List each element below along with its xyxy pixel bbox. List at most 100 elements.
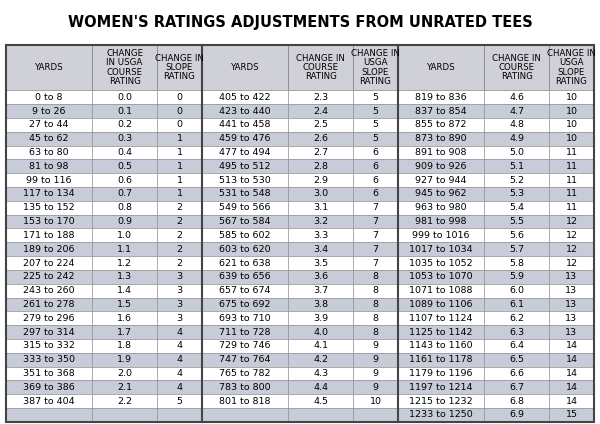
Bar xyxy=(484,118,549,132)
Text: 495 to 512: 495 to 512 xyxy=(220,162,271,171)
Text: 117 to 134: 117 to 134 xyxy=(23,190,75,198)
Text: 3: 3 xyxy=(176,314,182,323)
Text: 477 to 494: 477 to 494 xyxy=(220,148,271,157)
Text: 5.5: 5.5 xyxy=(509,217,524,226)
Text: 297 to 314: 297 to 314 xyxy=(23,328,75,337)
Bar xyxy=(353,173,398,187)
Bar xyxy=(157,229,202,242)
Text: 8: 8 xyxy=(373,328,379,337)
Bar xyxy=(398,325,484,339)
Text: 4.0: 4.0 xyxy=(313,328,328,337)
Text: 3.7: 3.7 xyxy=(313,286,328,295)
Bar xyxy=(288,90,353,104)
Text: CHANGE
IN USGA
COURSE
RATING: CHANGE IN USGA COURSE RATING xyxy=(106,49,143,86)
Text: 1.3: 1.3 xyxy=(117,272,132,281)
Bar xyxy=(398,270,484,284)
Text: 3.3: 3.3 xyxy=(313,231,328,240)
Bar xyxy=(398,215,484,229)
Bar xyxy=(202,229,288,242)
Bar xyxy=(92,353,157,367)
Text: 5: 5 xyxy=(373,120,379,129)
Text: 459 to 476: 459 to 476 xyxy=(220,134,271,143)
Bar xyxy=(353,229,398,242)
Bar xyxy=(202,380,288,394)
Text: 567 to 584: 567 to 584 xyxy=(220,217,271,226)
Bar xyxy=(398,367,484,380)
Text: 153 to 170: 153 to 170 xyxy=(23,217,75,226)
Bar xyxy=(6,298,92,311)
Text: 6.5: 6.5 xyxy=(509,355,524,364)
Bar xyxy=(288,159,353,173)
Bar xyxy=(484,104,549,118)
Text: 225 to 242: 225 to 242 xyxy=(23,272,75,281)
Text: 11: 11 xyxy=(565,162,577,171)
Bar xyxy=(484,380,549,394)
Text: CHANGE IN
SLOPE
RATING: CHANGE IN SLOPE RATING xyxy=(155,53,204,81)
Text: 8: 8 xyxy=(373,272,379,281)
Text: 1107 to 1124: 1107 to 1124 xyxy=(409,314,473,323)
Bar xyxy=(157,367,202,380)
Bar xyxy=(92,187,157,201)
Bar xyxy=(6,132,92,145)
Bar xyxy=(353,325,398,339)
Bar xyxy=(202,118,288,132)
Text: 1233 to 1250: 1233 to 1250 xyxy=(409,410,473,419)
Bar xyxy=(398,394,484,408)
Text: 14: 14 xyxy=(565,383,577,392)
Bar xyxy=(353,104,398,118)
Bar xyxy=(288,284,353,298)
Bar xyxy=(288,215,353,229)
Text: 11: 11 xyxy=(565,190,577,198)
Bar xyxy=(353,118,398,132)
Bar xyxy=(484,394,549,408)
Text: 963 to 980: 963 to 980 xyxy=(415,203,467,212)
Bar xyxy=(398,159,484,173)
Bar xyxy=(549,90,594,104)
Text: 1: 1 xyxy=(176,148,182,157)
Text: 927 to 944: 927 to 944 xyxy=(415,176,467,184)
Text: 6.8: 6.8 xyxy=(509,397,524,406)
Text: 5: 5 xyxy=(176,397,182,406)
Bar xyxy=(157,173,202,187)
Bar xyxy=(398,242,484,256)
Bar xyxy=(6,242,92,256)
Bar xyxy=(6,45,594,422)
Text: 0.4: 0.4 xyxy=(117,148,132,157)
Text: 2.3: 2.3 xyxy=(313,93,328,102)
Text: 801 to 818: 801 to 818 xyxy=(220,397,271,406)
Text: 675 to 692: 675 to 692 xyxy=(220,300,271,309)
Text: CHANGE IN
COURSE
RATING: CHANGE IN COURSE RATING xyxy=(296,53,345,81)
Bar xyxy=(288,380,353,394)
Text: 9: 9 xyxy=(373,383,379,392)
Bar xyxy=(353,353,398,367)
Bar xyxy=(353,145,398,159)
Bar xyxy=(202,325,288,339)
Text: CHANGE IN
USGA
SLOPE
RATING: CHANGE IN USGA SLOPE RATING xyxy=(547,49,596,86)
Bar xyxy=(398,311,484,325)
Bar xyxy=(202,173,288,187)
Bar xyxy=(353,380,398,394)
Bar xyxy=(202,408,288,422)
Bar xyxy=(398,353,484,367)
Text: 5.3: 5.3 xyxy=(509,190,524,198)
Text: 1161 to 1178: 1161 to 1178 xyxy=(409,355,473,364)
Bar xyxy=(549,284,594,298)
Text: 13: 13 xyxy=(565,314,578,323)
Text: 837 to 854: 837 to 854 xyxy=(415,106,467,115)
Text: 5.4: 5.4 xyxy=(509,203,524,212)
Text: 2.6: 2.6 xyxy=(313,134,328,143)
Text: 14: 14 xyxy=(565,369,577,378)
Bar xyxy=(549,187,594,201)
Bar xyxy=(92,394,157,408)
Text: 14: 14 xyxy=(565,341,577,350)
Text: 1.2: 1.2 xyxy=(117,259,132,268)
Bar xyxy=(92,45,157,90)
Bar xyxy=(353,339,398,353)
Text: 1.4: 1.4 xyxy=(117,286,132,295)
Text: 1.8: 1.8 xyxy=(117,341,132,350)
Text: 1: 1 xyxy=(176,190,182,198)
Bar xyxy=(353,408,398,422)
Text: 3.6: 3.6 xyxy=(313,272,328,281)
Bar xyxy=(157,408,202,422)
Text: 261 to 278: 261 to 278 xyxy=(23,300,75,309)
